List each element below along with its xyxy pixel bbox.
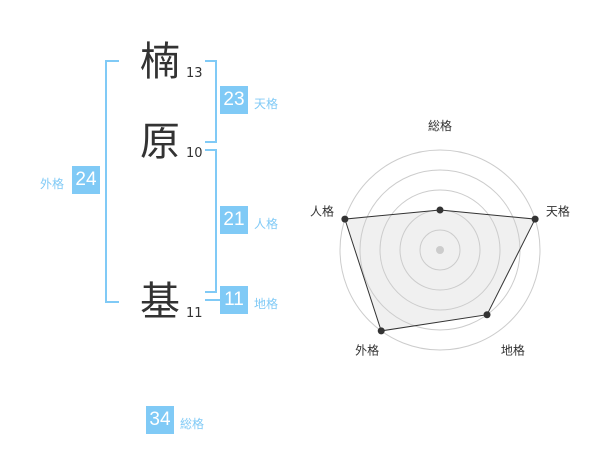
stroke-count-2: 10 [186, 146, 203, 161]
tenkaku-label: 天格 [254, 97, 279, 111]
stroke-count-3: 11 [186, 306, 203, 321]
radar-axis-label: 地格 [501, 342, 525, 357]
radar-point-4 [341, 215, 349, 223]
radar-axis-label: 天格 [546, 204, 570, 219]
chikaku-connector [205, 299, 220, 301]
radar-axis-label: 外格 [355, 342, 379, 357]
jinkaku-bracket [205, 149, 217, 293]
jinkaku-label: 人格 [254, 217, 279, 231]
radar-point-2 [483, 311, 491, 319]
name-char-1: 楠 [140, 39, 180, 85]
radar-axis-label: 人格 [310, 204, 334, 219]
radar-point-1 [531, 215, 539, 223]
tenkaku-bracket [205, 60, 217, 143]
tenkaku-value: 23 [220, 86, 248, 114]
radar-center [436, 246, 444, 254]
jinkaku-value: 21 [220, 206, 248, 234]
soukaku-label: 総格 [180, 417, 205, 431]
soukaku-value: 34 [146, 406, 174, 434]
name-char-3: 基 [140, 279, 180, 325]
radar-axis-label: 総格 [428, 118, 452, 133]
radar-ring [339, 149, 541, 351]
radar-point-3 [377, 327, 385, 335]
gaikaku-label: 外格 [40, 177, 65, 191]
chikaku-value: 11 [220, 286, 248, 314]
radar-point-0 [436, 206, 444, 214]
radar-ring [379, 189, 501, 311]
gaikaku-bracket [105, 60, 119, 303]
gaikaku-value: 24 [72, 166, 100, 194]
radar-ring [419, 229, 461, 271]
chikaku-label: 地格 [254, 297, 279, 311]
stroke-count-1: 13 [186, 66, 203, 81]
radar-outline [344, 209, 536, 332]
name-char-2: 原 [140, 119, 180, 165]
